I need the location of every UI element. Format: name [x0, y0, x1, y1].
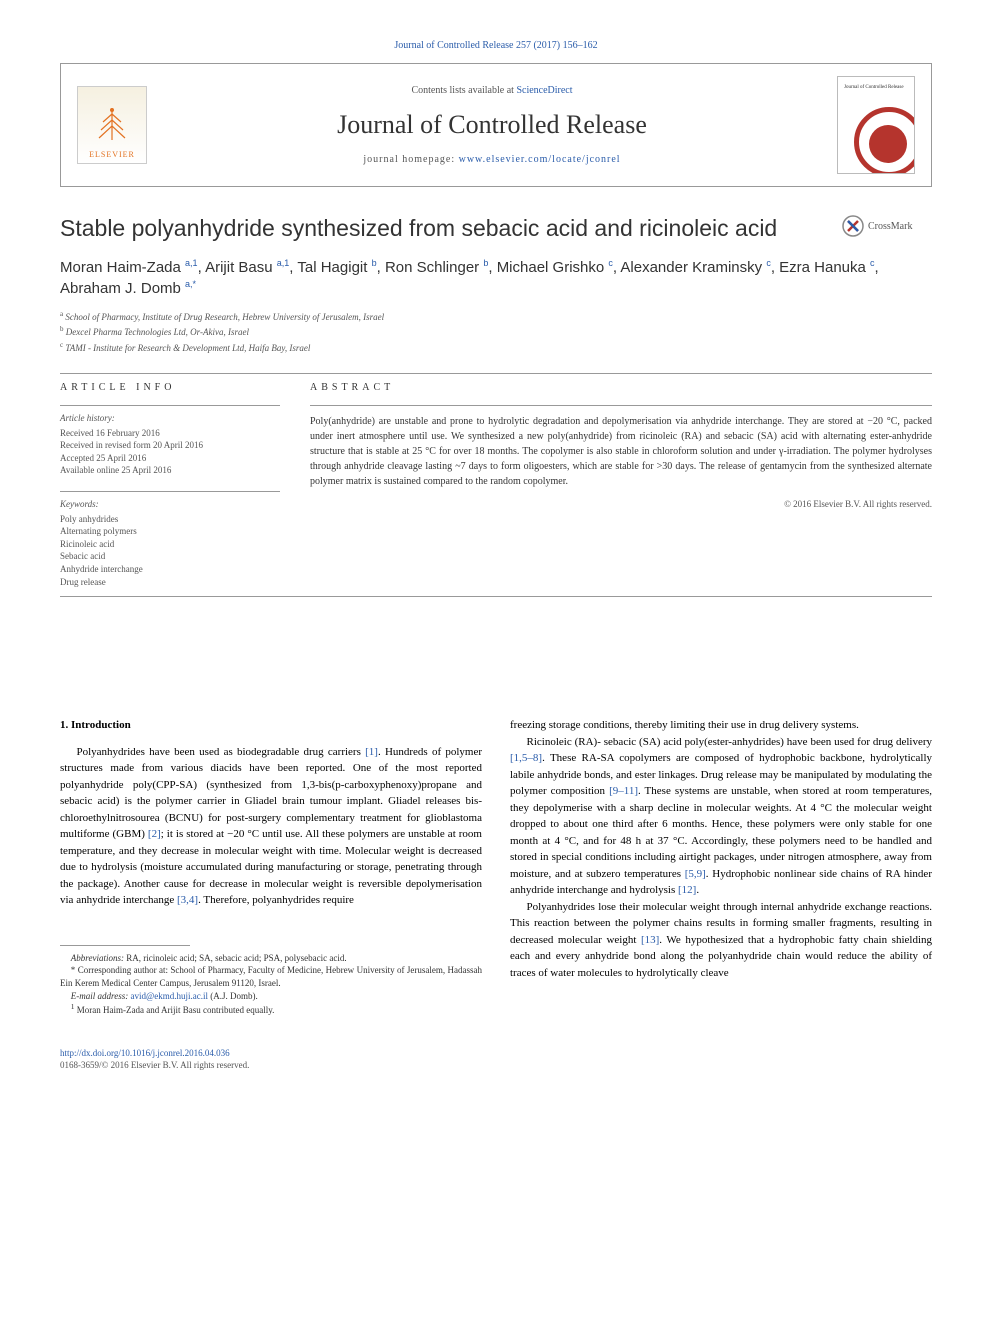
ref-link[interactable]: [12]: [678, 884, 696, 896]
journal-reference-top: Journal of Controlled Release 257 (2017)…: [60, 40, 932, 51]
ref-link[interactable]: [13]: [641, 934, 659, 946]
email-footnote: E-mail address: avid@ekmd.huji.ac.il (A.…: [60, 990, 482, 1003]
abstract-heading: ABSTRACT: [310, 382, 932, 393]
affiliation: c TAMI - Institute for Research & Develo…: [60, 340, 932, 356]
abstract-column: ABSTRACT Poly(anhydride) are unstable an…: [310, 382, 932, 588]
body-paragraph: Ricinoleic (RA)- sebacic (SA) acid poly(…: [510, 734, 932, 899]
keyword: Sebacic acid: [60, 550, 280, 563]
author: Abraham J. Domb a,*: [60, 280, 196, 297]
body-column-left: 1. Introduction Polyanhydrides have been…: [60, 717, 482, 1016]
abbreviations-footnote: Abbreviations: RA, ricinoleic acid; SA, …: [60, 952, 482, 965]
ref-link[interactable]: [9–11]: [609, 785, 638, 797]
history-line: Received in revised form 20 April 2016: [60, 439, 280, 452]
equal-contribution-footnote: 1 Moran Haim-Zada and Arijit Basu contri…: [60, 1002, 482, 1017]
contents-available-line: Contents lists available at ScienceDirec…: [163, 85, 821, 96]
history-line: Received 16 February 2016: [60, 427, 280, 440]
author: Tal Hagigit b: [297, 259, 376, 276]
email-link[interactable]: avid@ekmd.huji.ac.il: [130, 991, 208, 1001]
article-info-heading: ARTICLE INFO: [60, 382, 280, 393]
footnote-rule: [60, 945, 190, 946]
history-line: Accepted 25 April 2016: [60, 452, 280, 465]
keyword: Poly anhydrides: [60, 513, 280, 526]
keyword: Ricinoleic acid: [60, 538, 280, 551]
abstract-copyright: © 2016 Elsevier B.V. All rights reserved…: [310, 499, 932, 509]
history-line: Available online 25 April 2016: [60, 464, 280, 477]
section-rule: [60, 596, 932, 597]
publisher-logo: ELSEVIER: [77, 86, 147, 164]
publisher-name: ELSEVIER: [89, 150, 135, 159]
body-paragraph: Polyanhydrides lose their molecular weig…: [510, 899, 932, 982]
ref-link[interactable]: [2]: [148, 828, 161, 840]
crossmark-icon: [842, 215, 864, 237]
author: Alexander Kraminsky c: [620, 259, 770, 276]
journal-cover-thumb: Journal of Controlled Release: [837, 76, 915, 174]
footer: http://dx.doi.org/10.1016/j.jconrel.2016…: [60, 1047, 932, 1072]
issn-copyright: 0168-3659/© 2016 Elsevier B.V. All right…: [60, 1059, 932, 1072]
author: Moran Haim-Zada a,1: [60, 259, 198, 276]
journal-header: ELSEVIER Contents lists available at Sci…: [60, 63, 932, 187]
elsevier-tree-icon: [91, 104, 133, 146]
doi-link[interactable]: http://dx.doi.org/10.1016/j.jconrel.2016…: [60, 1048, 230, 1058]
ref-link[interactable]: [1]: [365, 746, 378, 758]
body-paragraph: freezing storage conditions, thereby lim…: [510, 717, 932, 734]
author: Ezra Hanuka c: [779, 259, 874, 276]
body-column-right: freezing storage conditions, thereby lim…: [510, 717, 932, 1016]
affiliation: b Dexcel Pharma Technologies Ltd, Or-Aki…: [60, 324, 932, 340]
journal-homepage-link[interactable]: www.elsevier.com/locate/jconrel: [459, 154, 621, 165]
authors-list: Moran Haim-Zada a,1, Arijit Basu a,1, Ta…: [60, 257, 932, 299]
crossmark-badge[interactable]: CrossMark: [842, 215, 932, 237]
sciencedirect-link[interactable]: ScienceDirect: [516, 85, 572, 96]
author: Arijit Basu a,1: [205, 259, 289, 276]
corresponding-footnote: * Corresponding author at: School of Pha…: [60, 964, 482, 989]
ref-link[interactable]: [3,4]: [177, 894, 198, 906]
keyword: Drug release: [60, 576, 280, 589]
ref-link[interactable]: [5,9]: [685, 868, 706, 880]
affiliation: a School of Pharmacy, Institute of Drug …: [60, 309, 932, 325]
article-title: Stable polyanhydride synthesized from se…: [60, 215, 777, 243]
article-info-column: ARTICLE INFO Article history: Received 1…: [60, 382, 280, 588]
author: Ron Schlinger b: [385, 259, 488, 276]
ref-link[interactable]: [1,5–8]: [510, 752, 542, 764]
section-rule: [60, 373, 932, 374]
keyword: Alternating polymers: [60, 525, 280, 538]
keyword: Anhydride interchange: [60, 563, 280, 576]
body-paragraph: Polyanhydrides have been used as biodegr…: [60, 744, 482, 909]
abstract-text: Poly(anhydride) are unstable and prone t…: [310, 414, 932, 489]
introduction-heading: 1. Introduction: [60, 717, 482, 734]
author: Michael Grishko c: [497, 259, 613, 276]
journal-name: Journal of Controlled Release: [163, 110, 821, 140]
history-heading: Article history:: [60, 412, 280, 425]
footnotes: Abbreviations: RA, ricinoleic acid; SA, …: [60, 952, 482, 1017]
affiliations-list: a School of Pharmacy, Institute of Drug …: [60, 309, 932, 356]
keywords-heading: Keywords:: [60, 498, 280, 511]
homepage-line: journal homepage: www.elsevier.com/locat…: [163, 154, 821, 165]
